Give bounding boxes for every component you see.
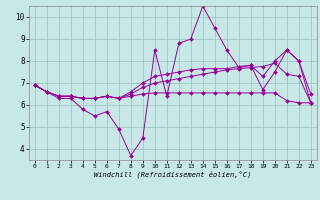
X-axis label: Windchill (Refroidissement éolien,°C): Windchill (Refroidissement éolien,°C) <box>94 171 252 178</box>
